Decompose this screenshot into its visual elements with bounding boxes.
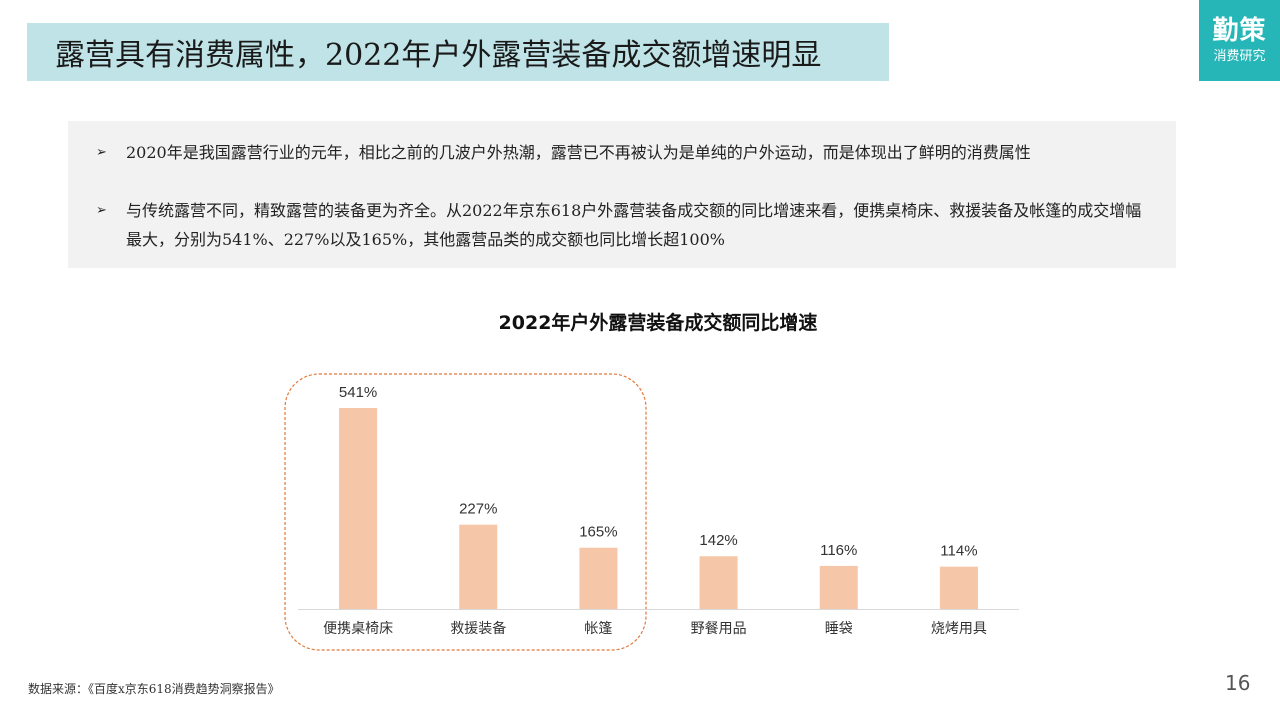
page-title: 露营具有消费属性，2022年户外露营装备成交额增速明显	[55, 38, 822, 73]
bar	[699, 556, 738, 609]
bar	[819, 565, 858, 609]
bullet-item: ➢ 2020年是我国露营行业的元年，相比之前的几波户外热潮，露营已不再被认为是单…	[96, 138, 1156, 167]
source-note: 数据来源：《百度x京东618消费趋势洞察报告》	[28, 682, 280, 696]
bullet-text: 与传统露营不同，精致露营的装备更为齐全。从2022年京东618户外露营装备成交额…	[126, 201, 1142, 249]
data-label: 114%	[940, 543, 977, 560]
logo-main-text: 勤策	[1212, 15, 1267, 46]
summary-box: ➢ 2020年是我国露营行业的元年，相比之前的几波户外热潮，露营已不再被认为是单…	[68, 121, 1176, 268]
bullet-item: ➢ 与传统露营不同，精致露营的装备更为齐全。从2022年京东618户外露营装备成…	[96, 196, 1156, 254]
data-label: 116%	[820, 542, 857, 559]
chart-title: 2022年户外露营装备成交额同比增速	[498, 312, 818, 334]
category-label: 野餐用品	[691, 621, 747, 637]
title-band: 露营具有消费属性，2022年户外露营装备成交额增速明显	[27, 23, 889, 81]
bullet-arrow-icon: ➢	[96, 145, 107, 160]
category-label: 救援装备	[450, 620, 506, 637]
category-label: 帐篷	[584, 621, 612, 637]
data-label: 142%	[699, 532, 737, 549]
data-label: 227%	[459, 501, 497, 518]
bar	[579, 547, 618, 609]
brand-logo: 勤策 消费研究	[1199, 0, 1280, 81]
data-label: 165%	[579, 524, 617, 541]
bar	[939, 566, 978, 609]
category-label: 便携桌椅床	[323, 621, 393, 637]
category-label: 烧烤用具	[931, 621, 987, 637]
bullet-text: 2020年是我国露营行业的元年，相比之前的几波户外热潮，露营已不再被认为是单纯的…	[126, 143, 1031, 162]
bullet-arrow-icon: ➢	[96, 203, 107, 218]
highlight-group-border	[284, 373, 647, 651]
bar	[459, 524, 498, 609]
page-number: 16	[1225, 671, 1251, 695]
logo-sub-text: 消费研究	[1213, 48, 1266, 64]
bar	[339, 408, 378, 609]
data-label: 541%	[339, 384, 377, 401]
category-label: 睡袋	[825, 621, 853, 637]
